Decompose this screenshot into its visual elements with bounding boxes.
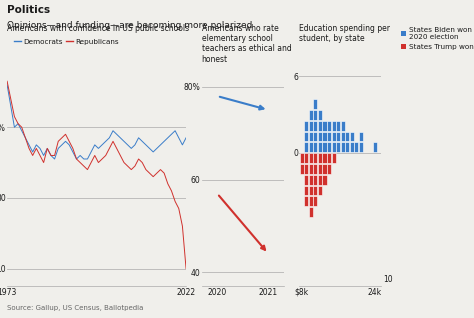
Bar xyxy=(327,164,331,174)
Bar xyxy=(341,121,345,130)
Bar xyxy=(304,142,308,152)
Bar xyxy=(304,186,308,195)
Bar xyxy=(318,164,322,174)
Bar xyxy=(309,164,313,174)
Bar xyxy=(300,153,304,163)
Bar xyxy=(322,132,327,141)
Text: Americans with confidence in US public schools: Americans with confidence in US public s… xyxy=(7,24,189,32)
Bar xyxy=(318,186,322,195)
Bar xyxy=(331,153,336,163)
Bar xyxy=(327,121,331,130)
Bar xyxy=(350,142,354,152)
Text: Source: Gallup, US Census, Ballotpedia: Source: Gallup, US Census, Ballotpedia xyxy=(7,305,144,311)
Bar xyxy=(318,175,322,184)
Bar xyxy=(309,142,313,152)
Bar xyxy=(313,186,318,195)
Bar xyxy=(327,142,331,152)
Bar xyxy=(327,132,331,141)
Bar xyxy=(309,153,313,163)
Bar xyxy=(313,197,318,206)
Bar xyxy=(309,186,313,195)
Bar xyxy=(309,132,313,141)
Bar xyxy=(313,153,318,163)
Bar xyxy=(354,142,358,152)
Bar xyxy=(318,121,322,130)
Bar xyxy=(331,142,336,152)
Text: Education spending per
student, by state: Education spending per student, by state xyxy=(300,24,391,43)
Bar xyxy=(318,142,322,152)
Bar xyxy=(313,142,318,152)
Bar xyxy=(309,207,313,217)
Bar xyxy=(304,175,308,184)
Bar xyxy=(322,175,327,184)
Bar xyxy=(304,164,308,174)
Bar xyxy=(313,164,318,174)
Bar xyxy=(313,175,318,184)
Bar xyxy=(327,153,331,163)
Bar xyxy=(300,164,304,174)
Bar xyxy=(336,132,340,141)
Bar xyxy=(304,197,308,206)
Bar xyxy=(331,132,336,141)
Text: Opinions—and funding—are becoming more polarized: Opinions—and funding—are becoming more p… xyxy=(7,21,253,30)
Bar xyxy=(345,142,349,152)
Text: Americans who rate
elementary school
teachers as ethical and
honest: Americans who rate elementary school tea… xyxy=(202,24,292,64)
Text: Politics: Politics xyxy=(7,5,50,15)
Legend: Democrats, Republicans: Democrats, Republicans xyxy=(11,36,122,48)
Bar xyxy=(341,132,345,141)
Bar xyxy=(313,110,318,120)
Bar xyxy=(309,197,313,206)
Legend: States Biden won in
2020 election, States Trump won: States Biden won in 2020 election, State… xyxy=(401,27,474,50)
Bar xyxy=(304,132,308,141)
Bar xyxy=(350,132,354,141)
Bar xyxy=(313,121,318,130)
Bar xyxy=(341,142,345,152)
Bar xyxy=(373,142,377,152)
Bar xyxy=(322,121,327,130)
Bar xyxy=(331,121,336,130)
Text: 10: 10 xyxy=(383,275,392,284)
Bar xyxy=(345,132,349,141)
Bar xyxy=(318,110,322,120)
Bar xyxy=(322,142,327,152)
Bar xyxy=(318,132,322,141)
Bar xyxy=(304,121,308,130)
Bar xyxy=(359,132,363,141)
Bar xyxy=(309,121,313,130)
Bar xyxy=(336,121,340,130)
Bar xyxy=(304,153,308,163)
Bar xyxy=(322,164,327,174)
Bar xyxy=(309,175,313,184)
Bar xyxy=(359,142,363,152)
Bar xyxy=(322,153,327,163)
Bar xyxy=(318,153,322,163)
Bar xyxy=(336,142,340,152)
Bar xyxy=(313,132,318,141)
Bar xyxy=(313,99,318,109)
Bar xyxy=(309,110,313,120)
